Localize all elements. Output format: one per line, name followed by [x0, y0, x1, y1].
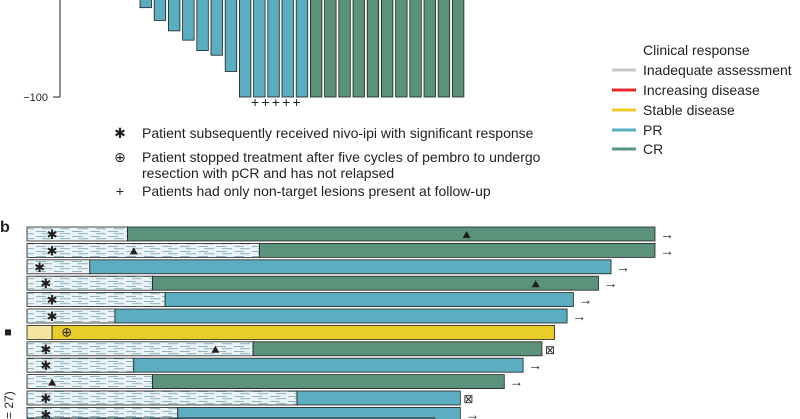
waterfall-bar: [409, 0, 422, 98]
nivo-ipi-asterisk-icon: ✱: [40, 407, 51, 419]
waterfall-bar: [182, 0, 195, 41]
swimmer-y-label: = 27): [2, 391, 16, 419]
note-non-target: Patients had only non-target lesions pre…: [142, 183, 491, 199]
swimmer-segment-treatment: [26, 242, 260, 258]
waterfall-bar: [210, 0, 223, 56]
row-marker-square: [5, 329, 11, 336]
waterfall-bar: [153, 0, 167, 21]
nivo-ipi-asterisk-icon: ✱: [47, 293, 58, 308]
waterfall-bars: [139, 0, 465, 98]
waterfall-bar: [352, 0, 365, 98]
waterfall-y-tick-label: −100: [23, 92, 48, 104]
waterfall-bar: [224, 0, 238, 72]
waterfall-bar: [295, 0, 309, 98]
swimmer-segment-treatment: [26, 390, 298, 406]
swimmer-segment-cr: [152, 374, 505, 390]
ongoing-arrow-icon: →: [603, 275, 617, 291]
waterfall-bar: [338, 0, 351, 98]
stopped-box-icon: ⊠: [463, 392, 473, 406]
waterfall-bar: [380, 0, 394, 98]
nivo-ipi-asterisk-icon: ✱: [34, 260, 45, 275]
waterfall-bar: [196, 0, 209, 51]
legend-label-stable: Stable disease: [643, 102, 735, 118]
response-triangle-icon: [48, 378, 57, 386]
legend-title: Clinical response: [643, 42, 750, 58]
legend: Clinical response Inadequate assessment …: [612, 42, 792, 157]
pembro-stop-icon: ⊕: [61, 324, 72, 339]
nivo-ipi-asterisk-icon: ✱: [40, 358, 51, 373]
waterfall-bar: [267, 0, 280, 98]
note-pembro: Patient stopped treatment after five cyc…: [142, 149, 541, 165]
ongoing-arrow-icon: →: [660, 226, 674, 242]
waterfall-bar: [366, 0, 380, 98]
waterfall-bar: [167, 0, 181, 32]
waterfall-notes: ✱ Patient subsequently received nivo-ipi…: [114, 125, 541, 199]
panel-label-b: b: [0, 219, 10, 236]
legend-label-inadequate: Inadequate assessment: [643, 62, 792, 78]
nivo-ipi-asterisk-icon: ✱: [40, 342, 51, 357]
swimmer-segment-treatment: [26, 308, 116, 324]
legend-label-increasing: Increasing disease: [643, 82, 760, 98]
nivo-ipi-asterisk-icon: ✱: [40, 391, 51, 406]
nivo-ipi-asterisk-icon: ✱: [47, 243, 58, 258]
swimmer-segment-cr: [127, 226, 656, 242]
swimmer-segment-pr: [133, 357, 524, 373]
ongoing-arrow-icon: →: [572, 308, 586, 324]
non-target-markers: +++++: [251, 94, 303, 110]
pembro-stop-icon: ⊕: [114, 149, 126, 165]
ongoing-arrow-icon: →: [578, 292, 592, 308]
nivo-ipi-asterisk-icon: ✱: [40, 276, 51, 291]
swimmer-segment-stable-treatment: [26, 324, 53, 340]
ongoing-arrow-icon: →: [660, 242, 674, 258]
swimmer-segment-cr: [258, 242, 656, 258]
ongoing-arrow-icon: →: [509, 374, 523, 390]
nivo-ipi-asterisk-icon: ✱: [114, 125, 126, 141]
waterfall-bar: [238, 0, 252, 98]
waterfall-bar: [423, 0, 436, 98]
waterfall-bar: [309, 0, 323, 98]
response-triangle-icon: [211, 345, 220, 353]
note-pembro-line2: resection with pCR and has not relapsed: [142, 165, 394, 181]
swimmer-segment-stable: [51, 324, 555, 340]
note-nivo-ipi: Patient subsequently received nivo-ipi w…: [142, 125, 534, 141]
swimmer-segment-pr: [164, 292, 574, 308]
waterfall-bar: [395, 0, 408, 98]
swimmer-segment-pr: [114, 308, 568, 324]
swimmer-segment-cr: [152, 275, 599, 291]
response-triangle-icon: [531, 280, 540, 288]
swimmer-panel: ✱ →✱ →✱ →✱ →✱ →✱ →⊕✱ ⊠✱ →→✱ ⊠✱ →: [5, 226, 674, 419]
swimmer-segment-pr: [89, 259, 612, 275]
waterfall-panel: −100 +++++: [23, 0, 465, 110]
ongoing-arrow-icon: →: [465, 406, 479, 419]
swimmer-segment-pr: [177, 406, 461, 419]
ongoing-arrow-icon: →: [528, 357, 542, 373]
swimmer-segment-treatment: [26, 226, 128, 242]
waterfall-bar: [253, 0, 266, 98]
plus-icon: +: [116, 183, 124, 199]
legend-label-pr: PR: [643, 122, 662, 138]
response-triangle-icon: [129, 247, 138, 255]
legend-label-cr: CR: [643, 141, 663, 157]
swimmer-segment-pr: [296, 390, 461, 406]
waterfall-bar: [281, 0, 294, 98]
nivo-ipi-asterisk-icon: ✱: [47, 227, 58, 242]
waterfall-bar: [451, 0, 465, 98]
ongoing-arrow-icon: →: [616, 259, 630, 275]
nivo-ipi-asterisk-icon: ✱: [47, 309, 58, 324]
response-triangle-icon: [462, 231, 471, 238]
stopped-box-icon: ⊠: [545, 343, 555, 357]
waterfall-bar: [139, 0, 152, 9]
waterfall-bar: [324, 0, 337, 98]
waterfall-bar: [437, 0, 451, 98]
swimmer-segment-treatment: [26, 374, 153, 390]
swimmer-segment-cr: [252, 341, 543, 357]
swimmer-segment-treatment: [26, 341, 254, 357]
